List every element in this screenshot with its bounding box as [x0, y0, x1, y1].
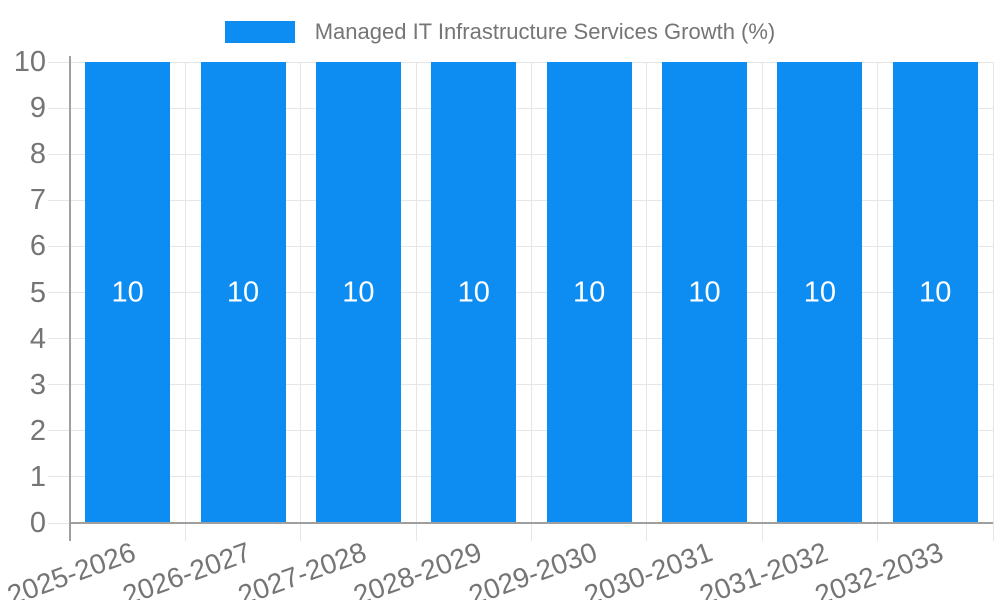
x-tick-label: 2027-2028	[233, 536, 371, 600]
x-tick-label: 2031-2032	[695, 536, 832, 600]
y-gridline	[48, 430, 993, 432]
y-tick-label: 0	[29, 507, 46, 539]
bar[interactable]: 10	[85, 62, 171, 523]
y-tick-label: 6	[29, 230, 46, 263]
y-gridline	[48, 245, 993, 247]
bar[interactable]: 10	[546, 62, 632, 523]
bar-value-label: 10	[573, 276, 606, 308]
y-gridline	[48, 476, 993, 478]
x-gridline	[992, 62, 994, 541]
x-tick-label: 2025-2026	[3, 536, 140, 600]
y-tick-label: 3	[29, 368, 46, 401]
y-gridline	[48, 292, 993, 293]
x-tick-label: 2029-2030	[464, 536, 602, 600]
bar-value-label: 10	[111, 276, 144, 308]
y-tick-label: 9	[29, 92, 46, 125]
x-axis-line	[70, 522, 993, 524]
bar[interactable]: 10	[200, 62, 286, 523]
x-gridline	[300, 62, 302, 541]
bar-value-label: 10	[226, 276, 260, 308]
plot-area: 10 10 10 10 10 10 10 10	[48, 56, 994, 541]
y-tick-label: 8	[29, 138, 46, 171]
legend[interactable]: Managed IT Infrastructure Services Growt…	[0, 20, 1000, 44]
y-tick-label: 2	[29, 414, 46, 447]
bar[interactable]: 10	[892, 62, 978, 523]
bar[interactable]: 10	[315, 62, 401, 523]
y-gridline	[48, 61, 993, 63]
y-tick-label: 7	[29, 184, 46, 217]
y-gridline	[48, 153, 993, 155]
y-tick-label: 10	[13, 46, 46, 78]
y-gridline	[48, 107, 993, 109]
bar-value-label: 10	[803, 276, 837, 308]
bar-value-label: 10	[919, 276, 952, 308]
x-gridline	[531, 62, 532, 541]
y-tick-label: 1	[29, 460, 46, 493]
legend-swatch	[224, 21, 295, 43]
x-gridline	[761, 62, 763, 541]
x-gridline	[184, 62, 186, 541]
x-tick-label: 2028-2029	[349, 536, 486, 600]
x-gridline	[415, 62, 417, 541]
y-gridline	[48, 384, 993, 386]
y-axis-line	[69, 56, 71, 541]
bar[interactable]: 10	[431, 62, 517, 523]
x-tick-label: 2032-2033	[810, 536, 948, 600]
x-tick-label: 2030-2031	[580, 536, 717, 600]
y-tick-label: 5	[29, 276, 46, 309]
y-tick-label: 4	[29, 322, 46, 355]
bar[interactable]: 10	[662, 62, 748, 523]
x-gridline	[877, 62, 879, 541]
x-gridline	[646, 62, 648, 541]
bar-value-label: 10	[688, 276, 721, 308]
y-gridline	[48, 338, 993, 340]
legend-label: Managed IT Infrastructure Services Growt…	[314, 19, 776, 44]
y-gridline	[48, 199, 993, 201]
x-tick-label: 2026-2027	[118, 536, 255, 600]
bar-value-label: 10	[342, 276, 375, 308]
bar[interactable]: 10	[777, 62, 863, 523]
bar-value-label: 10	[457, 276, 490, 308]
